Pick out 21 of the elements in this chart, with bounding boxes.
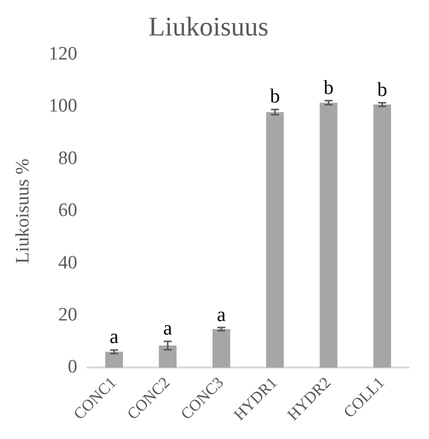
annotation: a [110,326,119,348]
annotation: a [163,318,172,340]
bar [158,346,177,368]
annotation: b [377,78,388,101]
annotation: b [270,86,280,108]
y-tick-label: 20 [58,304,78,326]
y-tick-label: 40 [58,252,78,274]
y-tick-label: 100 [48,96,78,117]
y-tick-label: 120 [48,43,78,64]
chart-title: Liukoisuus [148,11,269,42]
y-axis-title: Liukoisuus % [12,158,34,264]
bar [266,112,284,368]
y-tick-label: 0 [68,356,78,378]
annotation: b [324,76,334,99]
bar [320,102,338,368]
bar [105,352,123,368]
bar [373,104,392,368]
y-tick-label: 80 [58,148,78,169]
y-tick-label: 60 [58,200,78,222]
annotation: a [216,304,226,326]
bar [212,329,230,368]
